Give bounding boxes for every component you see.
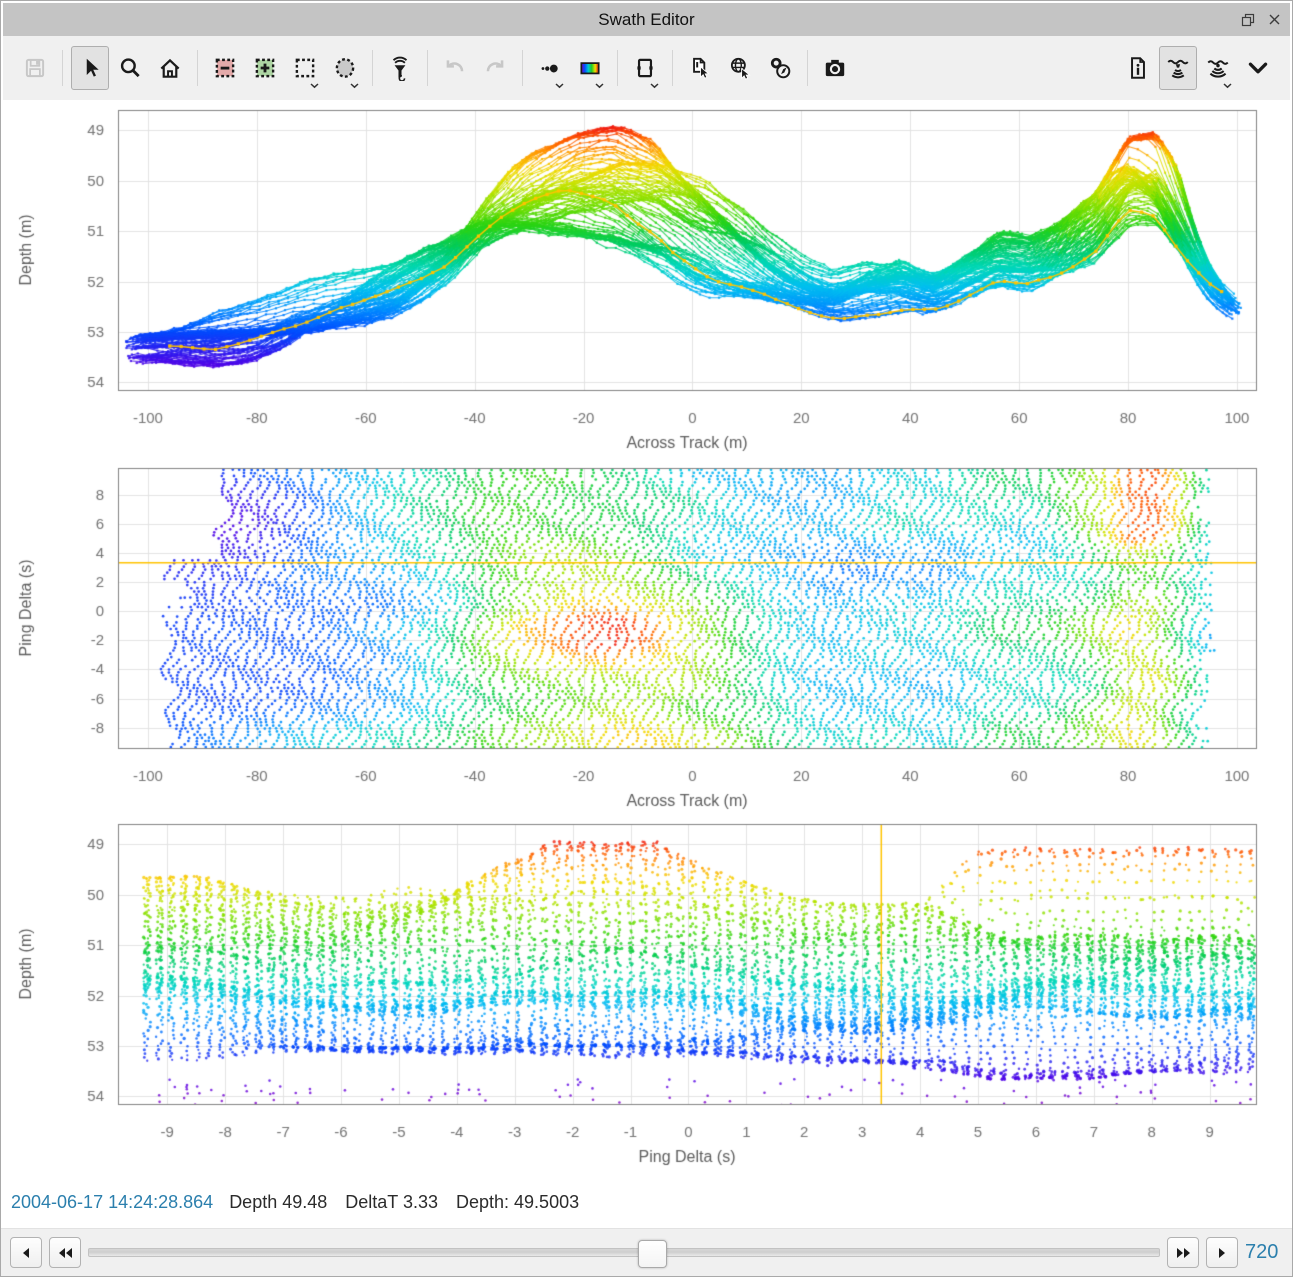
close-icon[interactable] <box>1266 12 1282 28</box>
point-size-button[interactable] <box>531 46 569 90</box>
window-title: Swath Editor <box>598 9 695 29</box>
rect-select-icon <box>295 58 315 78</box>
status-bar: 2004-06-17 14:24:28.864 Depth 49.48 Delt… <box>1 1176 1292 1228</box>
status-depth-precise: Depth: 49.5003 <box>456 1191 580 1212</box>
colormap-icon <box>580 62 600 75</box>
info-icon <box>1131 57 1145 79</box>
undo-button <box>436 46 474 90</box>
step-back-button[interactable] <box>10 1237 42 1268</box>
doc-pick-button[interactable] <box>681 46 719 90</box>
ellipse-select-button[interactable] <box>326 46 364 90</box>
playback-bar: 720 <box>1 1228 1292 1276</box>
toolbar-separator <box>522 50 523 86</box>
slider-handle[interactable] <box>637 1239 667 1268</box>
compass-button[interactable] <box>761 46 799 90</box>
status-timestamp: 2004-06-17 14:24:28.864 <box>11 1191 214 1212</box>
extent-icon <box>637 58 653 78</box>
status-depth: Depth 49.48 <box>229 1191 328 1212</box>
accept-area-icon <box>255 58 275 78</box>
slider-groove[interactable] <box>88 1248 1160 1257</box>
multibeam-view-icon <box>1207 60 1229 78</box>
toolbar-separator <box>807 50 808 86</box>
reject-area-icon <box>215 58 235 78</box>
zoom-button[interactable] <box>111 46 149 90</box>
toolbar-separator <box>197 50 198 86</box>
toolbar <box>3 36 1290 100</box>
toolbar-separator <box>62 50 63 86</box>
zoom-icon <box>120 58 140 78</box>
colormap-button[interactable] <box>571 46 609 90</box>
save-button <box>16 46 54 90</box>
plan-view-chart[interactable] <box>1 458 1292 814</box>
float-icon[interactable] <box>1240 12 1256 28</box>
filter-icon <box>392 56 408 81</box>
rect-select-button[interactable] <box>286 46 324 90</box>
swath-view-button[interactable] <box>1159 46 1197 90</box>
camera-icon <box>825 59 845 77</box>
undo-icon <box>446 60 464 72</box>
camera-button[interactable] <box>816 46 854 90</box>
ping-profile-chart[interactable] <box>1 814 1292 1176</box>
globe-pick-button[interactable] <box>721 46 759 90</box>
save-icon <box>25 58 45 78</box>
toolbar-separator <box>617 50 618 86</box>
toolbar-separator <box>672 50 673 86</box>
charts-area <box>1 100 1292 1176</box>
redo-icon <box>486 60 504 72</box>
status-deltat: DeltaT 3.33 <box>345 1191 438 1212</box>
ellipse-select-icon <box>335 58 355 78</box>
compass-icon <box>770 57 791 79</box>
home-button[interactable] <box>151 46 189 90</box>
reject-area-button[interactable] <box>206 46 244 90</box>
more-icon <box>1248 62 1268 74</box>
info-button[interactable] <box>1119 46 1157 90</box>
doc-pick-icon <box>693 57 710 79</box>
fast-forward-button[interactable] <box>1167 1237 1199 1268</box>
point-size-icon <box>541 64 558 73</box>
globe-pick-icon <box>730 57 751 80</box>
home-icon <box>160 58 180 78</box>
accept-area-button[interactable] <box>246 46 284 90</box>
redo-button <box>476 46 514 90</box>
more-button[interactable] <box>1239 46 1277 90</box>
extent-button[interactable] <box>626 46 664 90</box>
swath-view-icon <box>1167 59 1189 79</box>
cursor-button[interactable] <box>71 46 109 90</box>
ping-slider[interactable] <box>88 1239 1160 1268</box>
ping-number: 720 <box>1245 1241 1279 1263</box>
toolbar-separator <box>427 50 428 86</box>
titlebar[interactable]: Swath Editor <box>3 3 1290 36</box>
multibeam-view-button[interactable] <box>1199 46 1237 90</box>
cursor-icon <box>86 58 99 77</box>
across-track-profile-chart[interactable] <box>1 100 1292 458</box>
fast-back-button[interactable] <box>49 1237 81 1268</box>
step-forward-button[interactable] <box>1206 1237 1238 1268</box>
filter-button[interactable] <box>381 46 419 90</box>
toolbar-separator <box>372 50 373 86</box>
